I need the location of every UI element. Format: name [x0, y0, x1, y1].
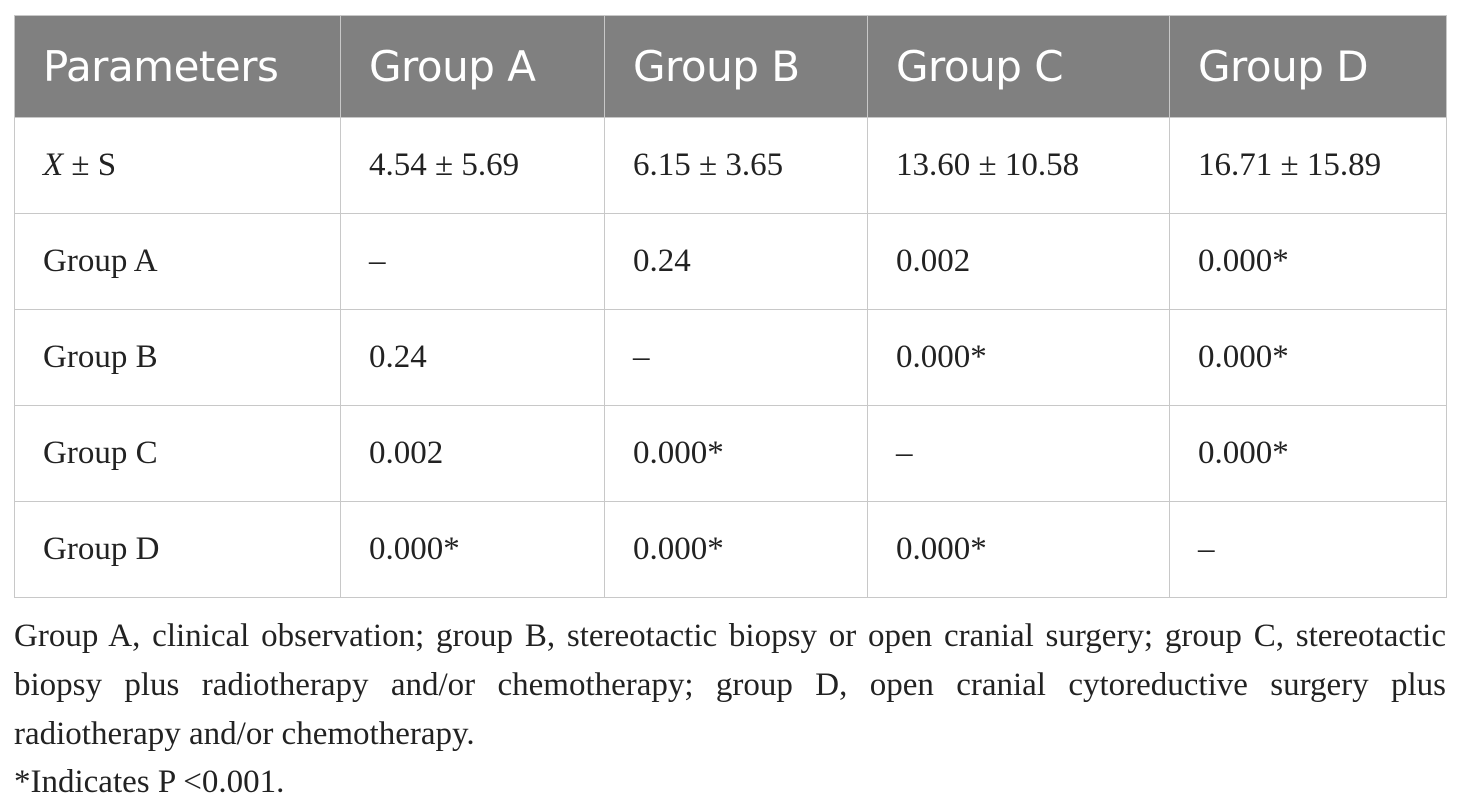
table-cell: 16.71 ± 15.89 — [1169, 117, 1447, 214]
data-table-container: Parameters Group A Group B Group C Group… — [14, 15, 1447, 598]
table-header-row: Parameters Group A Group B Group C Group… — [14, 15, 1447, 118]
header-group-c: Group C — [867, 15, 1170, 118]
table-cell: 13.60 ± 10.58 — [867, 117, 1170, 214]
table-cell: 6.15 ± 3.65 — [604, 117, 868, 214]
plusminus-s: ± S — [63, 147, 117, 183]
table-cell: – — [604, 309, 868, 406]
table-row: X ± S 4.54 ± 5.69 6.15 ± 3.65 13.60 ± 10… — [14, 117, 1447, 214]
header-group-a: Group A — [340, 15, 605, 118]
row-label: Group D — [14, 501, 341, 598]
table-note: Group A, clinical observation; group B, … — [14, 612, 1446, 759]
table-cell: 0.002 — [340, 405, 605, 502]
significance-footnote: *Indicates P <0.001. — [14, 764, 285, 800]
table-cell: 4.54 ± 5.69 — [340, 117, 605, 214]
row-label-mean-sd: X ± S — [14, 117, 341, 214]
table-cell: 0.000* — [604, 405, 868, 502]
table-row: Group A – 0.24 0.002 0.000* — [14, 213, 1447, 310]
table-cell: 0.000* — [867, 309, 1170, 406]
table-cell: 0.002 — [867, 213, 1170, 310]
table-cell: – — [1169, 501, 1447, 598]
table-row: Group B 0.24 – 0.000* 0.000* — [14, 309, 1447, 406]
table-cell: 0.000* — [1169, 213, 1447, 310]
header-group-b: Group B — [604, 15, 868, 118]
row-label: Group B — [14, 309, 341, 406]
table-row: Group C 0.002 0.000* – 0.000* — [14, 405, 1447, 502]
header-group-d: Group D — [1169, 15, 1447, 118]
row-label: Group A — [14, 213, 341, 310]
table-cell: 0.24 — [604, 213, 868, 310]
table-cell: 0.000* — [867, 501, 1170, 598]
header-parameters: Parameters — [14, 15, 341, 118]
note-text: Group A, clinical observation; group B, … — [14, 618, 1446, 752]
table-cell: 0.24 — [340, 309, 605, 406]
table-cell: 0.000* — [1169, 405, 1447, 502]
table-cell: 0.000* — [340, 501, 605, 598]
table-row: Group D 0.000* 0.000* 0.000* – — [14, 501, 1447, 598]
table-cell: 0.000* — [604, 501, 868, 598]
table-cell: – — [867, 405, 1170, 502]
comparison-table: Parameters Group A Group B Group C Group… — [14, 15, 1447, 598]
table-cell: – — [340, 213, 605, 310]
row-label: Group C — [14, 405, 341, 502]
table-cell: 0.000* — [1169, 309, 1447, 406]
mean-symbol: X — [43, 147, 64, 183]
